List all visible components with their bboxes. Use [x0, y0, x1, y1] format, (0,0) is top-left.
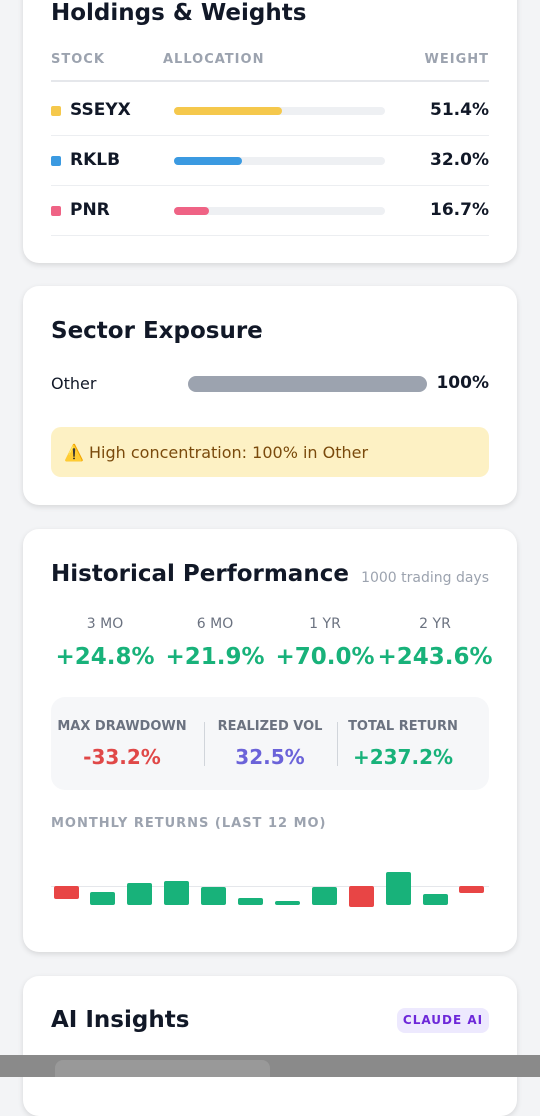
- divider: [51, 135, 489, 136]
- return-bar: [422, 893, 448, 905]
- return-bar: [127, 883, 153, 905]
- title: AI Insights: [51, 1007, 190, 1033]
- weight: 51.4%: [430, 100, 489, 120]
- swatch: [51, 156, 61, 166]
- holdings-card: [23, 0, 517, 263]
- bar: [174, 107, 283, 115]
- track: [174, 207, 385, 215]
- overlay-item: [55, 1060, 270, 1077]
- stock-name: RKLB: [70, 150, 121, 170]
- return-bar: [201, 887, 227, 905]
- return-bar: [53, 886, 79, 899]
- stat-label: REALIZED VOL: [217, 719, 323, 734]
- title: Holdings & Weights: [51, 0, 307, 26]
- bar: [174, 207, 210, 215]
- period-value: +70.0%: [275, 644, 375, 670]
- note: 1000 trading days: [361, 570, 489, 586]
- period-value: +21.9%: [165, 644, 265, 670]
- return-bar: [459, 886, 485, 893]
- return-bar: [274, 901, 300, 905]
- return-bar: [348, 886, 374, 907]
- weight: 16.7%: [430, 200, 489, 220]
- badge: CLAUDE AI: [397, 1008, 489, 1033]
- warning-box: [51, 427, 489, 477]
- return-bar: [311, 887, 337, 905]
- header: ALLOCATION: [163, 52, 265, 67]
- stat-value: -33.2%: [83, 745, 161, 769]
- period-label: 2 YR: [419, 616, 451, 632]
- return-bar: [164, 881, 190, 905]
- divider: [51, 235, 489, 236]
- baseline: [51, 886, 489, 887]
- divider: [204, 722, 205, 766]
- stat-value: +237.2%: [352, 745, 454, 769]
- header: WEIGHT: [424, 52, 489, 67]
- title: Sector Exposure: [51, 318, 263, 344]
- period-value: +243.6%: [377, 644, 493, 670]
- stat-value: 32.5%: [235, 745, 305, 769]
- period-label: 6 MO: [196, 616, 234, 632]
- stats-box: [51, 697, 489, 790]
- section-label: MONTHLY RETURNS (LAST 12 MO): [51, 816, 327, 831]
- title: Historical Performance: [51, 561, 349, 587]
- bar: [174, 157, 242, 165]
- period-label: 1 YR: [309, 616, 341, 632]
- warning: ⚠️ High concentration: 100% in Other: [64, 443, 369, 462]
- track: [174, 157, 385, 165]
- swatch: [51, 106, 61, 116]
- stock-name: SSEYX: [70, 100, 131, 120]
- insights-card: [23, 976, 517, 1116]
- divider: [337, 722, 338, 766]
- bar: [188, 376, 427, 392]
- stock-name: PNR: [70, 200, 110, 220]
- weight: 100%: [436, 373, 489, 393]
- header: STOCK: [51, 52, 105, 67]
- divider: [51, 80, 489, 82]
- stat-label: TOTAL RETURN: [348, 719, 458, 734]
- return-bar: [90, 892, 116, 905]
- period-label: 3 MO: [86, 616, 124, 632]
- sector-name: Other: [51, 374, 97, 393]
- period-value: +24.8%: [55, 644, 155, 670]
- return-bar: [238, 898, 263, 905]
- divider: [51, 185, 489, 186]
- stat-label: MAX DRAWDOWN: [57, 719, 187, 734]
- swatch: [51, 206, 61, 216]
- return-bar: [385, 872, 411, 905]
- weight: 32.0%: [430, 150, 489, 170]
